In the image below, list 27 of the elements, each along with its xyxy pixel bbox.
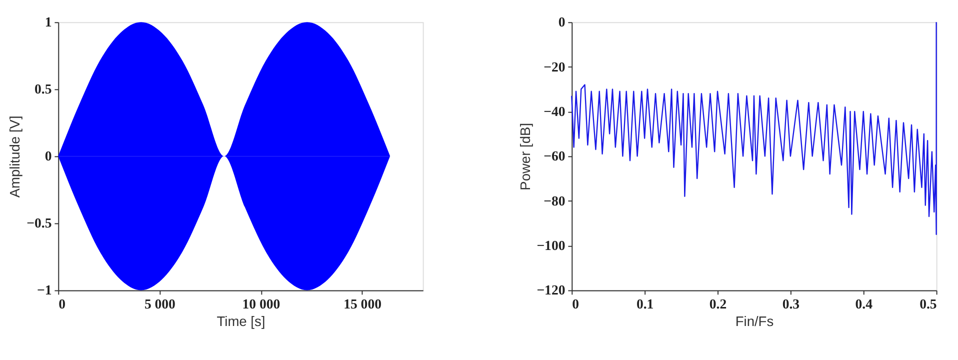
- y-tick-label: −80: [544, 193, 566, 208]
- x-tick-label: 0: [572, 296, 580, 312]
- y-tick-label: 0: [558, 14, 566, 30]
- x-tick-label: 0.3: [782, 296, 800, 312]
- x-axis-title: Time [s]: [216, 314, 266, 330]
- y-tick-label: −40: [544, 104, 566, 119]
- x-tick-label: 0.4: [855, 296, 873, 312]
- y-tick-label: 0: [44, 148, 52, 164]
- x-tick-label: 0: [58, 296, 66, 312]
- y-axis-title: Power [dB]: [518, 122, 533, 190]
- x-tick-label: 0.2: [709, 296, 727, 312]
- x-tick-label: 15 000: [344, 296, 382, 312]
- x-tick-label: 10 000: [242, 296, 280, 312]
- y-tick-label: −0.5: [26, 216, 52, 231]
- y-tick-label: −20: [544, 59, 566, 74]
- x-tick-label: 5 000: [144, 296, 176, 312]
- y-tick-label: −120: [536, 282, 566, 298]
- x-axis-title: Fin/Fs: [735, 314, 774, 330]
- x-tick-label: 0.5: [920, 296, 937, 312]
- y-axis-title: Amplitude [V]: [8, 116, 23, 198]
- y-tick-label: −100: [536, 238, 566, 253]
- y-tick-label: 1: [44, 14, 52, 30]
- y-tick-label: 0.5: [34, 82, 52, 97]
- x-tick-label: 0.1: [636, 296, 654, 312]
- line-series: [571, 22, 937, 235]
- y-tick-label: −1: [36, 282, 52, 298]
- y-tick-label: −60: [544, 148, 566, 164]
